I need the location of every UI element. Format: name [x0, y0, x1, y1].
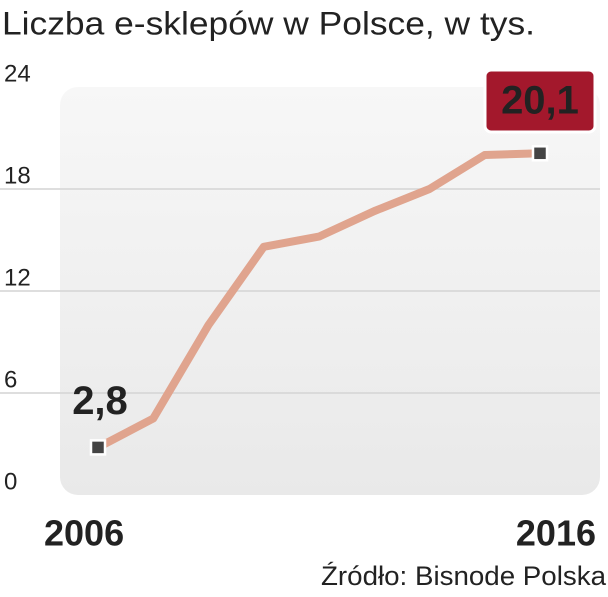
y-tick-label: 12	[4, 264, 31, 291]
value-label: 20,1	[501, 79, 579, 123]
point-marker	[89, 439, 107, 456]
x-tick-label: 2016	[516, 513, 596, 554]
y-tick-label: 0	[4, 468, 17, 495]
chart-title: Liczba e-sklepów w Polsce, w tys.	[2, 5, 535, 41]
y-tick-label: 18	[4, 162, 31, 189]
y-tick-label: 6	[4, 366, 17, 393]
point-marker	[531, 145, 549, 162]
line	[94, 149, 544, 452]
x-tick-label: 2006	[44, 513, 124, 554]
value-label-box	[483, 68, 597, 134]
y-tick-label: 24	[4, 60, 31, 87]
source: Źródło: Bisnode Polska	[321, 561, 607, 591]
value-label: 2,8	[72, 379, 128, 423]
